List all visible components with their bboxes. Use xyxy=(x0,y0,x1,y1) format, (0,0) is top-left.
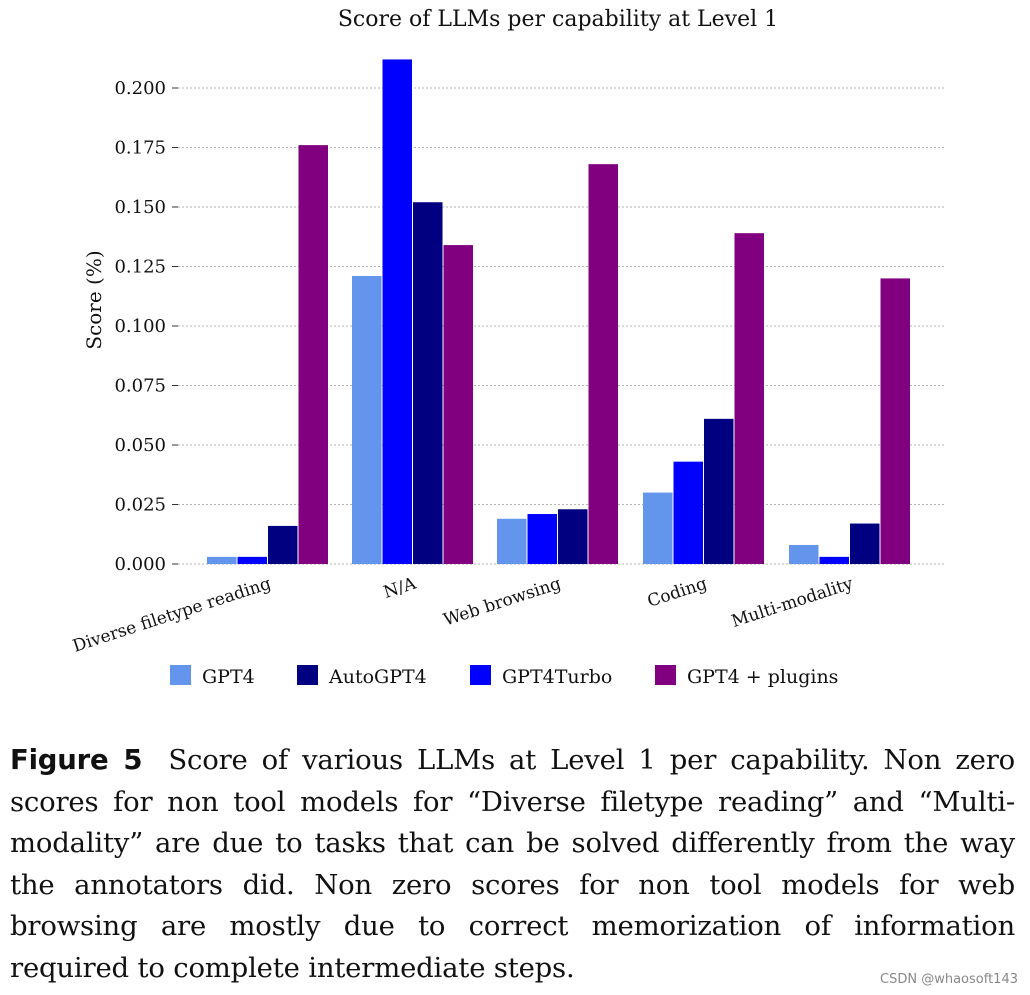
figure-caption: Figure 5 Score of various LLMs at Level … xyxy=(10,740,1015,989)
x-tick-label: Coding xyxy=(645,574,710,612)
legend-swatch xyxy=(170,665,191,685)
x-tick-label: Diverse filetype reading xyxy=(70,574,273,657)
x-tick-label: Web browsing xyxy=(441,574,564,631)
y-tick-label: 0.000 xyxy=(114,554,166,575)
legend: GPT4 AutoGPT4 GPT4Turbo GPT4 + plugins xyxy=(170,665,838,688)
bar-gpt4-plugins-0 xyxy=(298,145,328,564)
y-axis-label: Score (%) xyxy=(82,250,106,349)
watermark: CSDN @whaosoft143 xyxy=(880,972,1018,987)
bar-autogpt4-2 xyxy=(558,509,588,564)
bar-gpt4turbo-2 xyxy=(527,514,557,564)
caption-label: Figure 5 xyxy=(10,744,143,776)
y-tick-label: 0.075 xyxy=(114,376,166,397)
bar-gpt4-plugins-1 xyxy=(443,245,473,564)
y-tick-label: 0.125 xyxy=(114,257,166,278)
bar-gpt4turbo-0 xyxy=(237,556,267,564)
bar-gpt4turbo-3 xyxy=(673,461,703,564)
y-tick-label: 0.050 xyxy=(114,435,166,456)
bar-gpt4-4 xyxy=(789,544,819,564)
bar-gpt4-0 xyxy=(207,556,237,564)
bar-gpt4-1 xyxy=(352,276,382,564)
legend-label: GPT4 xyxy=(202,666,255,688)
x-tick-label: N/A xyxy=(381,574,419,603)
legend-label: GPT4Turbo xyxy=(502,666,612,688)
bar-autogpt4-4 xyxy=(850,523,880,564)
bar-gpt4-plugins-3 xyxy=(734,233,764,564)
bar-gpt4turbo-4 xyxy=(819,556,849,564)
y-tick-label: 0.200 xyxy=(114,78,166,99)
bar-autogpt4-0 xyxy=(268,525,298,564)
legend-swatch xyxy=(655,665,676,685)
bar-gpt4-plugins-4 xyxy=(880,278,910,564)
chart-title: Score of LLMs per capability at Level 1 xyxy=(338,7,778,32)
caption-text: Score of various LLMs at Level 1 per cap… xyxy=(10,744,1016,984)
y-tick-label: 0.025 xyxy=(114,495,166,516)
y-tick-label: 0.100 xyxy=(114,316,166,337)
legend-label: AutoGPT4 xyxy=(328,666,427,688)
legend-swatch xyxy=(470,665,491,685)
bar-gpt4-3 xyxy=(643,492,673,564)
bar-chart: Score of LLMs per capability at Level 1 … xyxy=(70,7,945,688)
y-tick-label: 0.150 xyxy=(114,197,166,218)
bars xyxy=(207,59,910,565)
x-tick-label: Multi-modality xyxy=(729,574,856,632)
bar-gpt4-plugins-2 xyxy=(588,164,618,564)
bar-gpt4-2 xyxy=(497,518,527,564)
gridlines xyxy=(178,87,945,565)
legend-swatch xyxy=(297,665,318,685)
bar-autogpt4-3 xyxy=(704,418,734,564)
bar-autogpt4-1 xyxy=(413,202,443,565)
y-tick-label: 0.175 xyxy=(114,138,166,159)
bar-gpt4turbo-1 xyxy=(382,59,412,564)
legend-label: GPT4 + plugins xyxy=(687,666,838,688)
